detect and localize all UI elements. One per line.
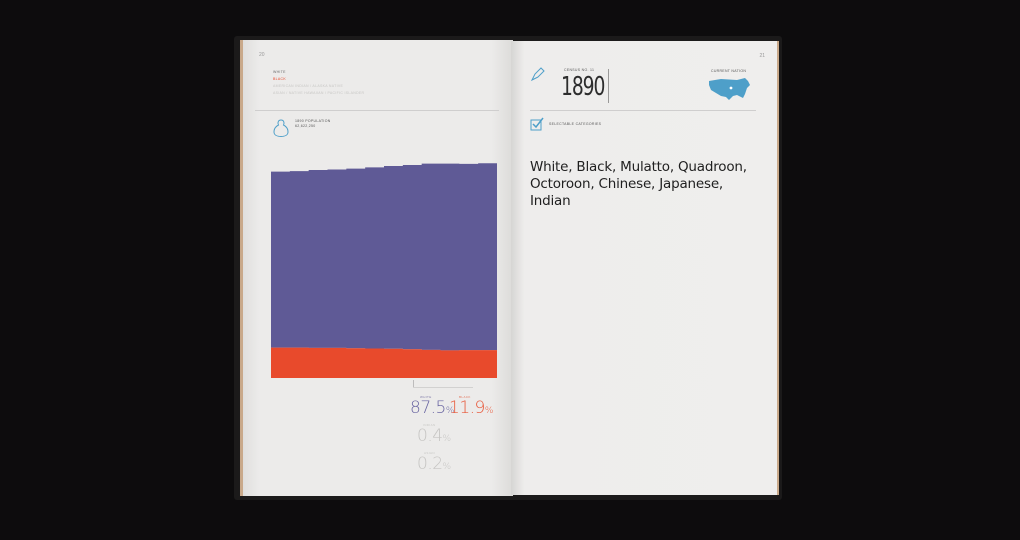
year-divider: [608, 69, 609, 103]
legend-black: BLACK: [273, 77, 286, 81]
legend-asian: ASIAN / NATIVE HAWAIIAN / PACIFIC ISLAND…: [273, 91, 365, 95]
black-stat-unit: %: [484, 406, 494, 416]
white-stat-label: WHITE: [420, 395, 432, 399]
black-stat-label: BLACK: [459, 395, 471, 399]
population-label: 1890 POPULATION: [295, 119, 331, 123]
white-stat: 87.5%: [410, 398, 454, 418]
right-page: 21 CENSUS NO. 11 1890 CURRENT NATION SEL…: [511, 41, 779, 495]
population-area-chart: [271, 163, 497, 378]
indian-stat-label: INDIAN: [423, 423, 436, 427]
left-page: 20 WHITE BLACK AMERICAN INDIAN / ALASKA …: [240, 40, 513, 496]
indian-stat-unit: %: [442, 434, 452, 444]
black-stat: 11.9%: [449, 398, 493, 418]
series-white-area: [271, 163, 497, 351]
us-map-icon: [709, 78, 750, 100]
census-label: CENSUS NO. 11: [564, 68, 595, 72]
asian-stat-unit: %: [442, 462, 452, 472]
indian-stat-value: 0.4: [417, 426, 443, 446]
selectable-label: SELECTABLE CATEGORIES: [549, 122, 602, 126]
asian-stat-value: 0.2: [417, 454, 443, 474]
asian-stat: 0.2%: [417, 454, 451, 474]
population-value: 62,622,250: [295, 124, 316, 128]
indian-stat: 0.4%: [417, 426, 451, 446]
pen-icon: [530, 67, 545, 82]
census-year: 1890: [561, 72, 605, 102]
right-top-rule: [530, 110, 756, 111]
asian-stat-label: ASIAN: [424, 451, 436, 455]
chart-bracket: [413, 380, 414, 388]
left-page-number: 20: [259, 52, 265, 58]
white-stat-unit: %: [445, 406, 455, 416]
chart-bracket-base: [413, 387, 473, 388]
top-rule: [255, 110, 499, 111]
legend-indian: AMERICAN INDIAN / ALASKA NATIVE: [273, 84, 344, 88]
checkbox-icon: [530, 117, 544, 131]
map-label: CURRENT NATION: [711, 69, 747, 73]
population-icon: [273, 119, 289, 138]
black-stat-value: 11.9: [449, 398, 485, 418]
selectable-categories: White, Black, Mulatto, Quadroon, Octoroo…: [530, 159, 747, 209]
right-page-number: 21: [759, 53, 765, 59]
white-stat-value: 87.5: [410, 398, 446, 418]
map-marker-icon: [729, 86, 733, 90]
series-black-area: [271, 347, 497, 378]
legend-white: WHITE: [273, 70, 286, 74]
